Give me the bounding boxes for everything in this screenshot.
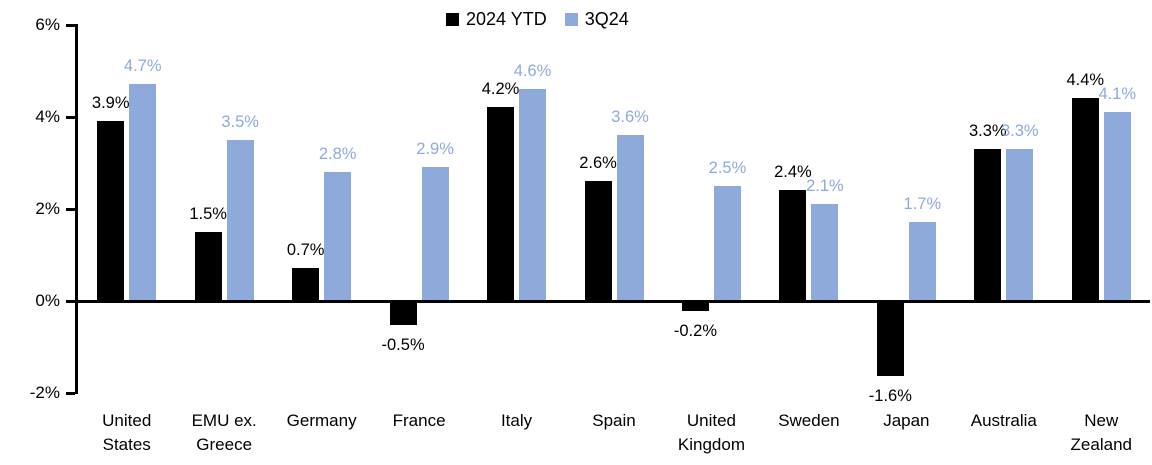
bar-label-2024-ytd-italy: 4.2% bbox=[481, 80, 520, 99]
bar-2024-ytd-emu-ex-greece bbox=[194, 231, 222, 301]
bar-label-3q24-australia: 3.3% bbox=[1001, 121, 1039, 140]
bar-label-2024-ytd-germany: 0.7% bbox=[286, 241, 325, 260]
bar-3q24-germany bbox=[324, 171, 352, 301]
bar-label-3q24-united-states: 4.7% bbox=[123, 57, 162, 76]
bar-3q24-new-zealand bbox=[1103, 111, 1131, 301]
bar-label-2024-ytd-united-states: 3.9% bbox=[91, 94, 130, 113]
bar-label-3q24-france: 2.9% bbox=[416, 140, 454, 159]
y-axis-tick-label: 4% bbox=[35, 107, 60, 126]
bar-3q24-united-states bbox=[129, 84, 157, 301]
bar-label-2024-ytd-australia: 3.3% bbox=[969, 121, 1007, 140]
bar-3q24-sweden bbox=[811, 203, 839, 301]
bar-2024-ytd-united-kingdom bbox=[681, 302, 709, 312]
bar-label-3q24-new-zealand: 4.1% bbox=[1098, 84, 1137, 103]
bar-2024-ytd-spain bbox=[584, 180, 612, 301]
bar-label-3q24-sweden: 2.1% bbox=[806, 176, 844, 195]
x-axis-line bbox=[75, 299, 1150, 303]
category-label-france: France bbox=[392, 411, 446, 430]
legend: 2024 YTD 3Q24 bbox=[446, 9, 629, 29]
legend-item-3q24: 3Q24 bbox=[564, 9, 629, 29]
bar-label-2024-ytd-spain: 2.6% bbox=[579, 153, 617, 172]
bar-2024-ytd-sweden bbox=[779, 190, 807, 301]
category-label-united-kingdom: United Kingdom bbox=[677, 411, 745, 454]
category-label-australia: Australia bbox=[970, 411, 1037, 430]
bar-label-3q24-italy: 4.6% bbox=[513, 61, 552, 80]
bar-2024-ytd-germany bbox=[292, 268, 320, 301]
bar-2024-ytd-united-states bbox=[97, 121, 125, 301]
legend-item-2024-ytd: 2024 YTD bbox=[446, 9, 547, 29]
category-label-spain: Spain bbox=[592, 411, 636, 430]
bar-label-2024-ytd-france: -0.5% bbox=[381, 336, 425, 354]
bar-label-3q24-japan: 1.7% bbox=[903, 195, 942, 214]
bar-3q24-emu-ex-greece bbox=[226, 139, 254, 301]
bar-label-3q24-united-kingdom: 2.5% bbox=[708, 158, 747, 177]
y-axis-tick bbox=[66, 115, 75, 119]
category-label-new-zealand: New Zealand bbox=[1070, 411, 1132, 454]
bar-label-2024-ytd-new-zealand: 4.4% bbox=[1066, 71, 1105, 90]
bar-label-2024-ytd-japan: -1.6% bbox=[868, 386, 912, 405]
y-axis-tick-label: 6% bbox=[35, 15, 60, 34]
legend-label-2024-ytd: 2024 YTD bbox=[466, 9, 547, 29]
legend-label-3q24: 3Q24 bbox=[584, 9, 629, 29]
bar-label-2024-ytd-sweden: 2.4% bbox=[774, 163, 812, 182]
bar-label-3q24-germany: 2.8% bbox=[318, 144, 357, 163]
bar-3q24-australia bbox=[1006, 148, 1034, 301]
bar-2024-ytd-australia bbox=[974, 148, 1002, 301]
y-axis-tick bbox=[66, 23, 75, 27]
bar-label-3q24-spain: 3.6% bbox=[611, 107, 649, 126]
bar-3q24-spain bbox=[616, 134, 644, 301]
bar-3q24-japan bbox=[908, 222, 936, 301]
y-axis-line bbox=[75, 24, 78, 394]
category-label-japan: Japan bbox=[883, 411, 930, 430]
bar-label-2024-ytd-united-kingdom: -0.2% bbox=[673, 322, 717, 341]
bar-2024-ytd-italy bbox=[487, 107, 515, 301]
y-axis-tick-label: 2% bbox=[35, 199, 60, 218]
bar-2024-ytd-new-zealand bbox=[1071, 98, 1099, 301]
bar-3q24-united-kingdom bbox=[713, 185, 741, 301]
bar-3q24-italy bbox=[519, 88, 547, 301]
bar-label-3q24-emu-ex-greece: 3.5% bbox=[221, 112, 259, 131]
y-axis-tick bbox=[66, 207, 75, 211]
y-axis-tick-label: 0% bbox=[35, 291, 60, 310]
category-label-emu-ex-greece: EMU ex. Greece bbox=[191, 411, 257, 454]
bar-2024-ytd-france bbox=[389, 302, 417, 325]
category-label-sweden: Sweden bbox=[778, 411, 840, 430]
bar-label-2024-ytd-emu-ex-greece: 1.5% bbox=[189, 204, 227, 223]
category-label-united-states: United States bbox=[102, 411, 152, 454]
legend-swatch-2024-ytd-icon bbox=[446, 12, 459, 26]
y-axis-tick bbox=[66, 299, 75, 303]
y-axis-tick bbox=[66, 391, 75, 395]
legend-swatch-3q24-icon bbox=[564, 12, 578, 26]
bar-3q24-france bbox=[421, 167, 449, 301]
category-label-germany: Germany bbox=[286, 411, 357, 430]
y-axis-tick-label: -2% bbox=[29, 383, 60, 402]
bar-2024-ytd-japan bbox=[876, 302, 904, 376]
category-label-italy: Italy bbox=[500, 411, 533, 430]
